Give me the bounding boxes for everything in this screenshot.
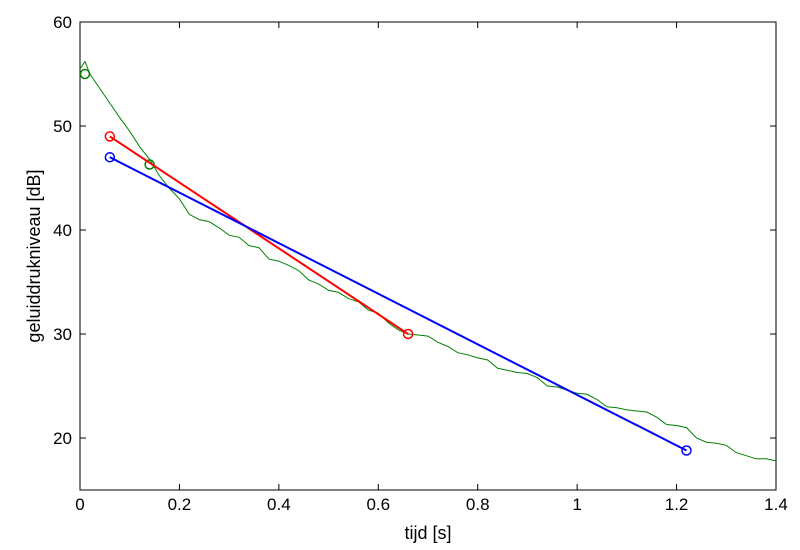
series-1-point (144, 159, 155, 170)
x-tick-label: 0 (75, 495, 84, 514)
y-tick-label: 40 (53, 221, 72, 240)
series-line-0 (79, 60, 777, 462)
series-line-3 (109, 156, 687, 452)
y-tick-label: 20 (53, 429, 72, 448)
x-axis: 0 0.2 0.4 0.6 0.8 1 1.2 1.4 (75, 22, 788, 514)
plot-area (79, 21, 777, 491)
y-tick-label: 50 (53, 117, 72, 136)
x-tick-label: 1.2 (665, 495, 689, 514)
series-1-point (79, 68, 91, 80)
series-3-point (104, 151, 116, 163)
x-tick-label: 0.8 (466, 495, 490, 514)
x-tick-label: 1.4 (764, 495, 788, 514)
y-axis-label: geluiddrukniveau [dB] (24, 169, 44, 342)
series-3-point (681, 445, 692, 456)
series-line-2 (109, 135, 409, 335)
y-tick-label: 60 (53, 13, 72, 32)
x-tick-label: 0.4 (267, 495, 291, 514)
x-tick-label: 0.2 (168, 495, 192, 514)
x-axis-label: tijd [s] (404, 523, 451, 543)
series-2-point (104, 131, 116, 142)
series-2-point (402, 328, 414, 340)
x-tick-label: 0.6 (366, 495, 390, 514)
y-axis: 20 30 40 50 60 (53, 13, 776, 448)
x-tick-label: 1 (572, 495, 581, 514)
y-tick-label: 30 (53, 325, 72, 344)
series-layer (79, 60, 777, 462)
